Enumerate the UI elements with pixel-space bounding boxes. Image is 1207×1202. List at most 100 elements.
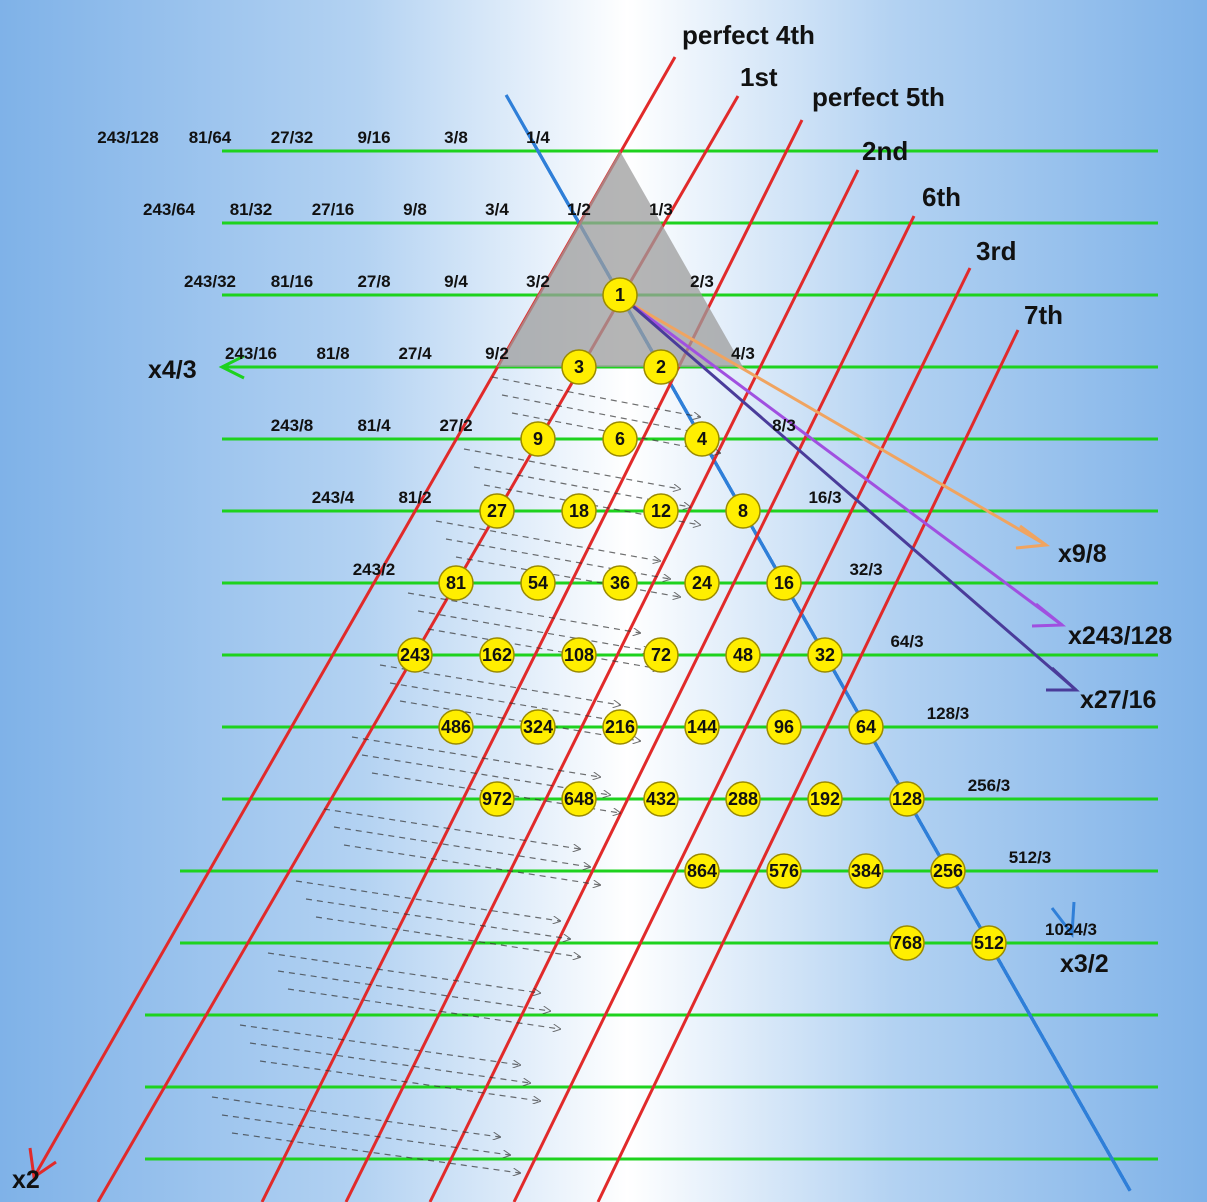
arrow-x27-16 (627, 300, 1077, 692)
node-label: 512 (974, 933, 1004, 953)
node-label: 432 (646, 789, 676, 809)
node-864: 864 (684, 853, 720, 889)
fraction-label-27-4: 27/4 (398, 344, 432, 363)
node-circle (725, 637, 761, 673)
dashed-arrow-18 (323, 808, 580, 849)
node-circle (725, 493, 761, 529)
node-512: 512 (971, 925, 1007, 961)
dashed-arrow-1 (501, 394, 710, 435)
fraction-label-256-3: 256/3 (968, 776, 1011, 795)
fraction-label-243-4: 243/4 (312, 488, 355, 507)
dashed-arrow-7 (445, 538, 670, 579)
node-label: 3 (574, 357, 584, 377)
node-48: 48 (725, 637, 761, 673)
node-4: 4 (684, 421, 720, 457)
node-circle (602, 277, 638, 313)
node-label: 648 (564, 789, 594, 809)
node-circle (561, 781, 597, 817)
node-label: 384 (851, 861, 881, 881)
node-label: 864 (687, 861, 717, 881)
node-label: 192 (810, 789, 840, 809)
fraction-label-1024-3: 1024/3 (1045, 920, 1097, 939)
node-label: 96 (774, 717, 794, 737)
node-256: 256 (930, 853, 966, 889)
node-24: 24 (684, 565, 720, 601)
node-label: 128 (892, 789, 922, 809)
fraction-label-243-16: 243/16 (225, 344, 277, 363)
node-circle (643, 781, 679, 817)
multiplier-label-2: x2 (12, 1166, 40, 1194)
interval-label-6th: 6th (922, 182, 961, 212)
node-label: 32 (815, 645, 835, 665)
arrow-x243-128 (627, 300, 1063, 627)
node-circle (930, 853, 966, 889)
node-9: 9 (520, 421, 556, 457)
multiplier-label-27-16: x27/16 (1080, 686, 1156, 714)
octave-line-6 (596, 329, 1020, 1202)
dashed-arrow-28 (249, 1042, 530, 1083)
arrow-x4-3-head (218, 354, 245, 380)
node-label: 12 (651, 501, 671, 521)
interval-label-perfect-5th: perfect 5th (812, 82, 945, 112)
node-216: 216 (602, 709, 638, 745)
node-circle (520, 565, 556, 601)
fraction-label-16-3: 16/3 (808, 488, 841, 507)
fraction-label-243-2: 243/2 (353, 560, 396, 579)
fraction-label-2-3: 2/3 (690, 272, 714, 291)
fraction-label-243-128: 243/128 (97, 128, 158, 147)
node-circle (848, 853, 884, 889)
node-486: 486 (438, 709, 474, 745)
node-circle (561, 637, 597, 673)
node-circle (684, 853, 720, 889)
node-label: 16 (774, 573, 794, 593)
dashed-arrow-15 (351, 736, 600, 777)
dashed-arrow-29 (259, 1060, 540, 1101)
node-circle (643, 637, 679, 673)
node-label: 72 (651, 645, 671, 665)
octave-line-5 (512, 267, 972, 1202)
node-192: 192 (807, 781, 843, 817)
node-81: 81 (438, 565, 474, 601)
node-circle (643, 349, 679, 385)
dashed-arrow-4 (473, 466, 690, 507)
octave-line-4 (428, 215, 916, 1202)
node-label: 256 (933, 861, 963, 881)
fraction-label-4-3: 4/3 (731, 344, 755, 363)
grey-triangle (497, 151, 743, 367)
node-circle (766, 709, 802, 745)
fraction-label-32-3: 32/3 (849, 560, 882, 579)
octave-line-2 (260, 119, 804, 1202)
node-576: 576 (766, 853, 802, 889)
dashed-arrow-8 (455, 556, 680, 597)
node-108: 108 (561, 637, 597, 673)
node-64: 64 (848, 709, 884, 745)
dashed-arrow-30 (211, 1096, 500, 1137)
node-circle (807, 781, 843, 817)
fraction-label-9-8: 9/8 (403, 200, 427, 219)
node-label: 324 (523, 717, 553, 737)
dashed-arrow-31 (221, 1114, 510, 1155)
node-6: 6 (602, 421, 638, 457)
arrow-x3-2-head (1050, 901, 1076, 939)
fraction-label-27-32: 27/32 (271, 128, 314, 147)
multiplier-label-243-128: x243/128 (1068, 622, 1172, 650)
node-circle (520, 709, 556, 745)
node-32: 32 (807, 637, 843, 673)
node-circle (479, 637, 515, 673)
dashed-arrow-14 (399, 700, 640, 741)
node-label: 36 (610, 573, 630, 593)
node-label: 18 (569, 501, 589, 521)
dashed-arrow-6 (435, 520, 660, 561)
fraction-label-81-4: 81/4 (357, 416, 391, 435)
node-label: 486 (441, 717, 471, 737)
node-972: 972 (479, 781, 515, 817)
node-label: 768 (892, 933, 922, 953)
node-circle (807, 637, 843, 673)
dashed-arrow-25 (277, 970, 550, 1011)
fraction-label-81-64: 81/64 (189, 128, 232, 147)
fraction-label-81-8: 81/8 (316, 344, 349, 363)
interval-label-2nd: 2nd (862, 136, 908, 166)
dashed-arrow-13 (389, 682, 630, 723)
dashed-arrow-0 (491, 376, 700, 417)
